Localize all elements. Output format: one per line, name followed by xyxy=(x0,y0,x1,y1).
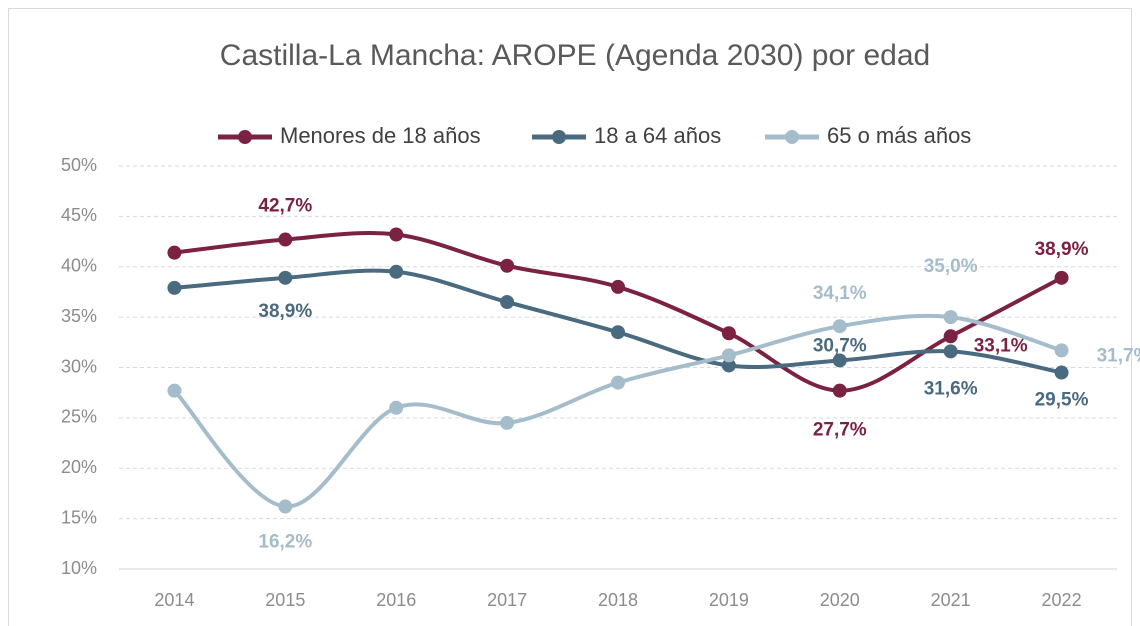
point-marker xyxy=(1054,365,1069,380)
data-label: 38,9% xyxy=(258,301,312,322)
x-tick-label: 2020 xyxy=(820,590,860,610)
point-marker xyxy=(389,264,404,279)
point-marker xyxy=(1054,270,1069,285)
y-tick-label: 30% xyxy=(61,356,97,376)
data-label: 35,0% xyxy=(924,256,978,277)
data-label: 33,1% xyxy=(974,335,1028,356)
point-marker xyxy=(167,245,182,260)
y-tick-label: 35% xyxy=(61,306,97,326)
point-marker xyxy=(721,348,736,363)
data-label: 29,5% xyxy=(1035,390,1089,411)
point-marker xyxy=(278,232,293,247)
legend-label: Menores de 18 años xyxy=(280,123,481,148)
series-line xyxy=(172,313,1063,509)
point-marker xyxy=(389,227,404,242)
point-marker xyxy=(943,344,958,359)
point-marker xyxy=(389,400,404,415)
x-tick-label: 2017 xyxy=(487,590,527,610)
y-tick-label: 20% xyxy=(61,457,97,477)
data-label: 34,1% xyxy=(813,283,867,304)
x-tick-label: 2018 xyxy=(598,590,638,610)
point-marker xyxy=(832,353,847,368)
point-marker xyxy=(611,279,625,294)
data-label: 38,9% xyxy=(1035,239,1089,260)
data-label: 31,6% xyxy=(924,378,978,399)
data-label: 16,2% xyxy=(258,532,312,553)
y-tick-label: 15% xyxy=(61,507,97,527)
point-marker xyxy=(721,326,736,341)
point-marker xyxy=(278,270,293,285)
data-label: 42,7% xyxy=(258,196,312,217)
point-marker xyxy=(611,375,625,390)
point-marker xyxy=(500,295,515,310)
point-marker xyxy=(611,325,625,340)
data-label: 31,7% xyxy=(1097,345,1140,366)
y-tick-label: 45% xyxy=(61,205,97,225)
point-marker xyxy=(500,258,515,273)
x-tick-label: 2014 xyxy=(154,590,194,610)
y-tick-label: 50% xyxy=(61,155,97,175)
data-label: 30,7% xyxy=(813,335,867,356)
point-marker xyxy=(832,319,847,334)
point-marker xyxy=(167,383,182,398)
x-tick-label: 2015 xyxy=(265,590,305,610)
point-marker xyxy=(832,383,847,398)
legend-marker xyxy=(238,130,252,144)
chart-title: Castilla-La Mancha: AROPE (Agenda 2030) … xyxy=(220,39,930,72)
point-marker xyxy=(721,358,736,373)
legend-marker xyxy=(552,130,566,144)
x-tick-label: 2016 xyxy=(376,590,416,610)
legend-label: 18 a 64 años xyxy=(594,123,721,148)
legend-label: 65 o más años xyxy=(827,123,971,148)
y-tick-label: 25% xyxy=(61,407,97,427)
y-tick-label: 10% xyxy=(61,558,97,578)
x-tick-label: 2021 xyxy=(931,590,971,610)
point-marker xyxy=(167,280,182,295)
y-tick-label: 40% xyxy=(61,256,97,276)
x-tick-label: 2022 xyxy=(1042,590,1082,610)
data-label: 27,7% xyxy=(813,420,867,441)
point-marker xyxy=(500,415,515,430)
point-marker xyxy=(1054,343,1069,358)
point-marker xyxy=(943,329,958,344)
point-marker xyxy=(943,310,958,325)
point-marker xyxy=(278,499,293,514)
x-tick-label: 2019 xyxy=(709,590,749,610)
legend-marker xyxy=(785,130,799,144)
